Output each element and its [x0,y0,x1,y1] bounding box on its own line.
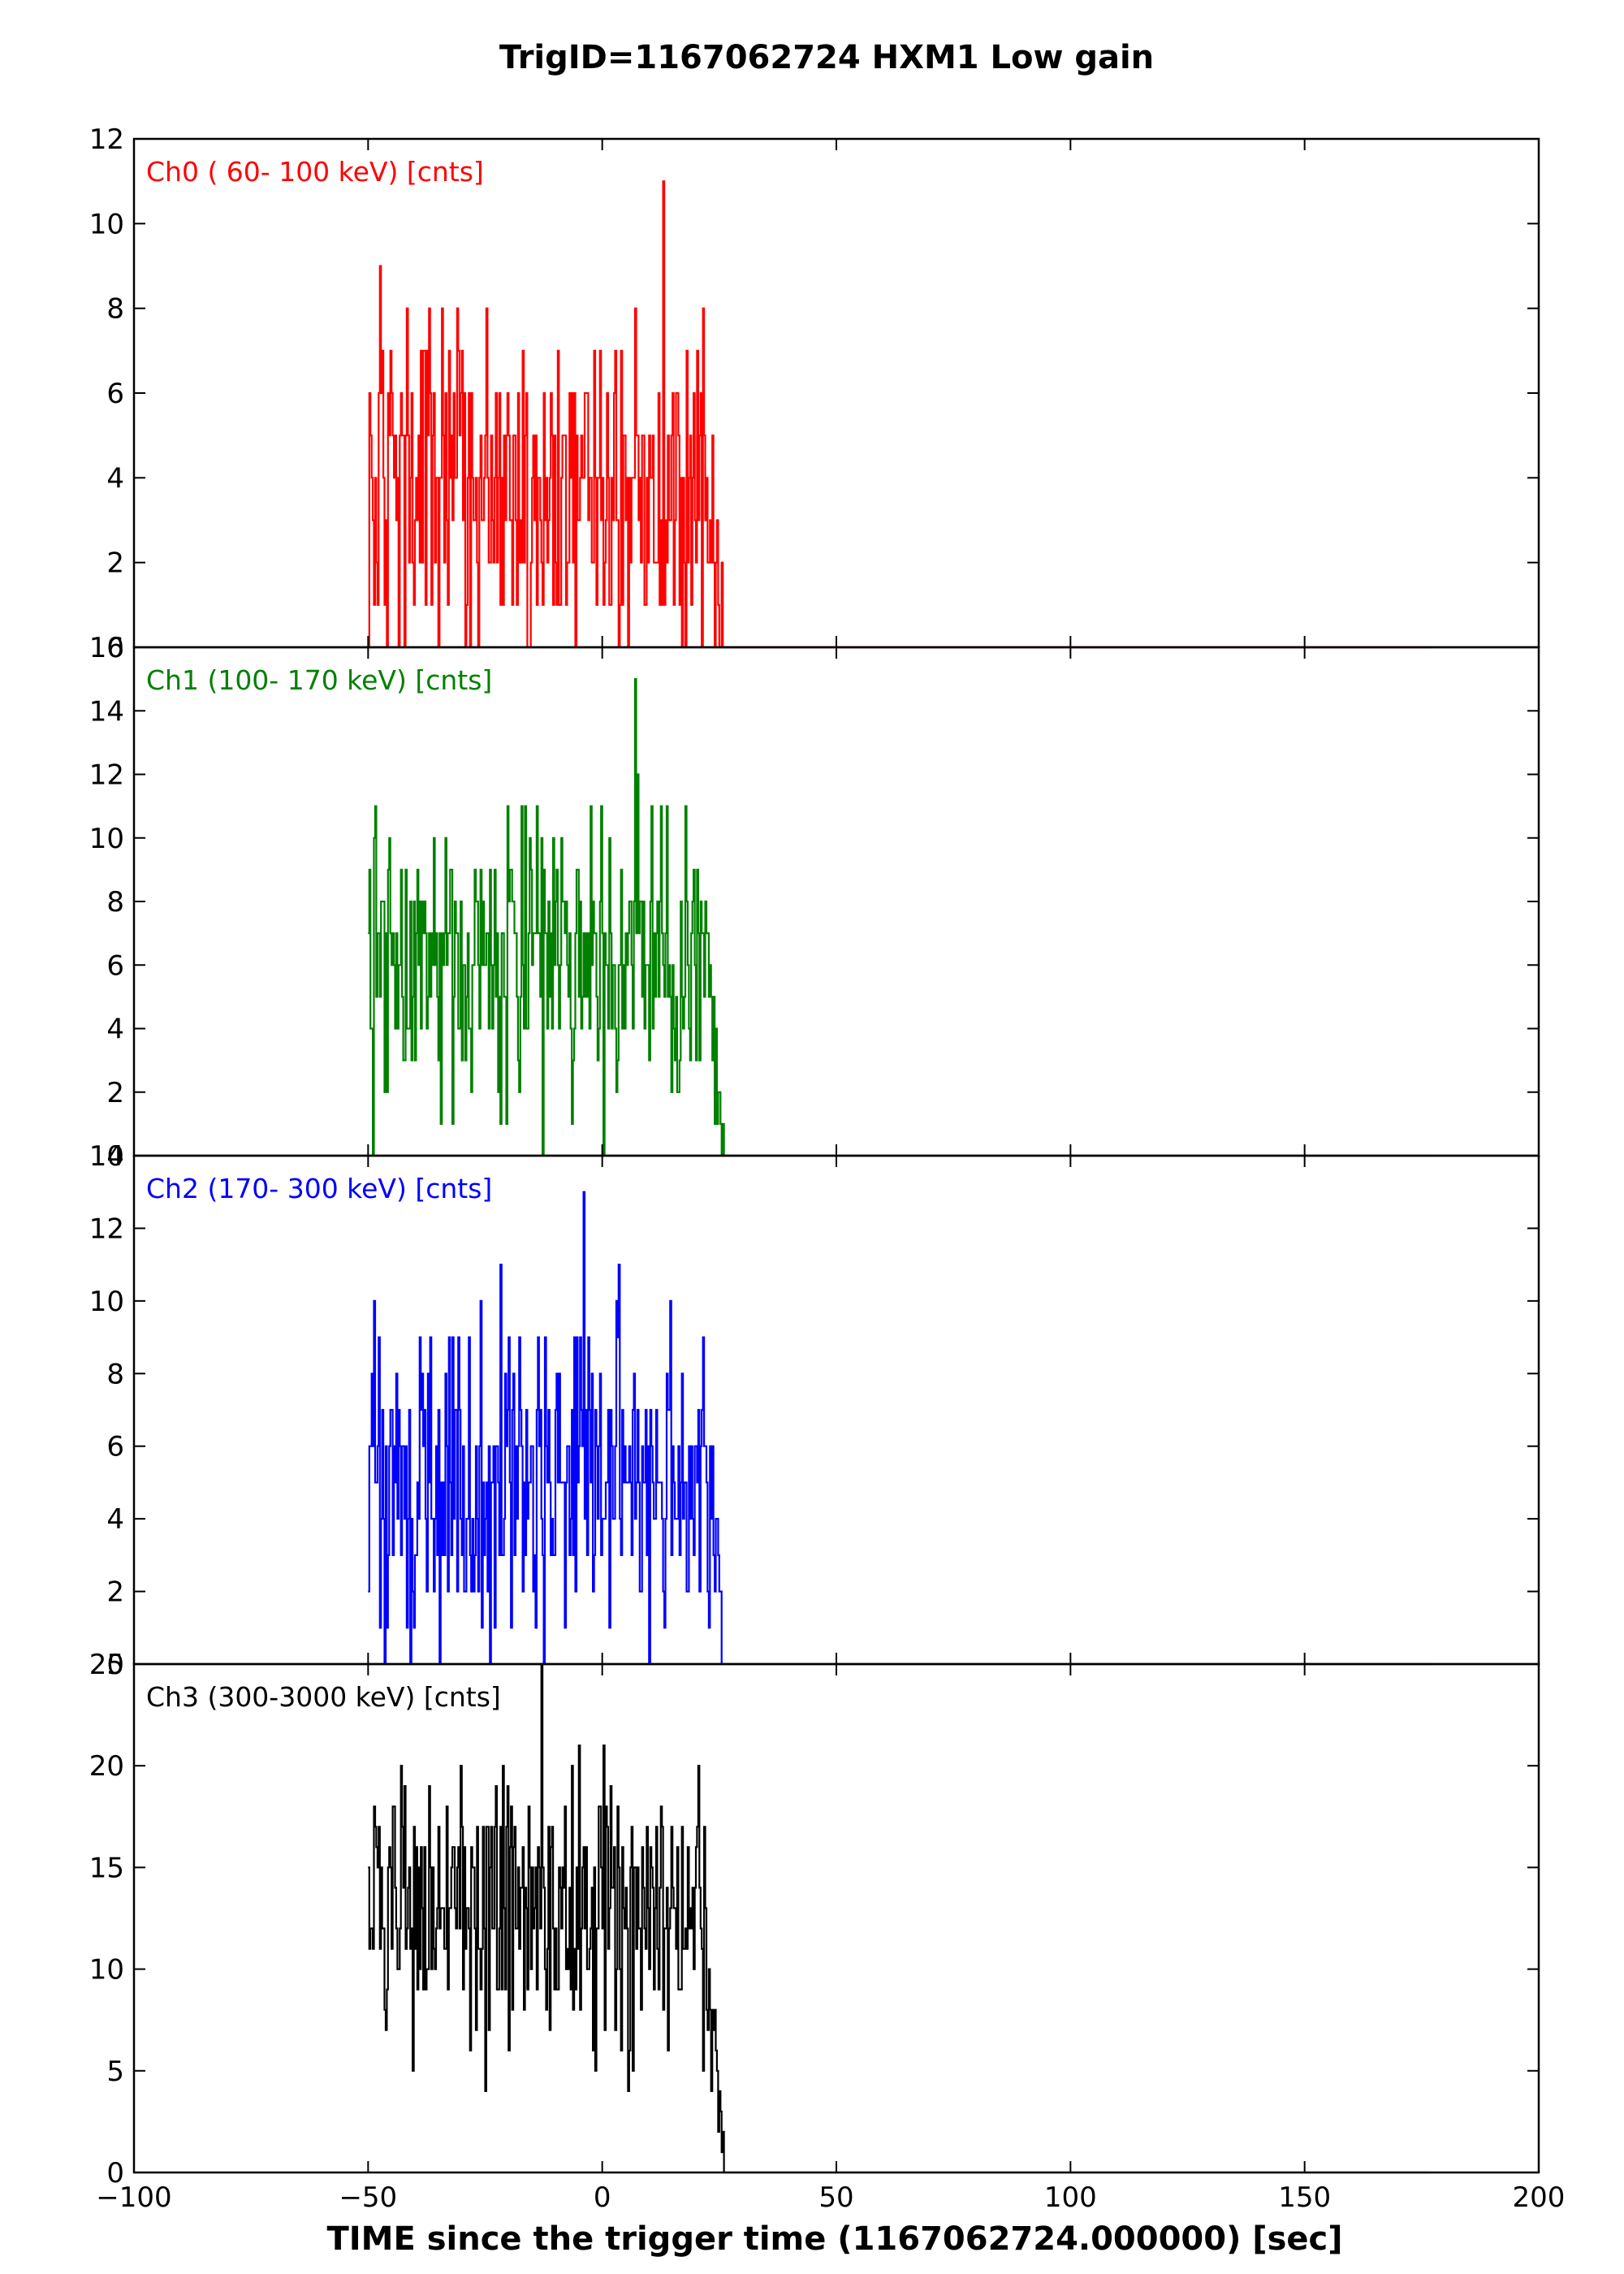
light-curve-ch3 [368,1662,1432,2174]
y-tick-label: 25 [89,1649,124,1681]
y-tick-label: 15 [89,1852,124,1884]
y-tick-label: 14 [89,695,124,728]
y-tick-label: 10 [89,208,124,240]
axes-frame-ch3 [132,1662,1540,2174]
y-tick-label: 20 [89,1750,124,1783]
x-tick-label: −50 [339,2181,397,2214]
x-tick-label: 0 [594,2181,611,2214]
x-tick-label: 100 [1044,2181,1097,2214]
y-tick-label: 2 [106,547,124,580]
y-tick-label: 0 [106,1140,124,1173]
y-tick-label: 2 [106,1077,124,1109]
panel-ch2: 0 2 4 6 8 10 12 14 Ch2 (170- 300 keV) [cnts] [89,1140,1540,1681]
y-tick-label: 10 [89,1286,124,1318]
y-tick-label: 4 [106,1014,124,1046]
x-tick-label: 200 [1513,2181,1566,2214]
y-tick-label: 6 [106,378,124,410]
x-tick-label: 150 [1278,2181,1331,2214]
channel-label-ch3: Ch3 (300-3000 keV) [cnts] [146,1681,501,1713]
channel-label-ch2: Ch2 (170- 300 keV) [cnts] [146,1173,492,1204]
y-tick-label: 12 [89,1213,124,1245]
axes-frame-ch0 [132,137,1540,649]
x-axis-label: TIME since the trigger time (1167062724.… [326,2220,1342,2258]
y-tick-label: 12 [89,123,124,156]
channel-label-ch0: Ch0 ( 60- 100 keV) [cnts] [146,156,484,188]
y-tick-label: 16 [89,632,124,664]
y-tick-label: 8 [106,886,124,919]
y-tick-label: 0 [106,632,124,664]
y-tick-label: 4 [106,462,124,495]
x-tick-label: −100 [96,2181,171,2214]
light-curve-ch0 [368,180,1432,649]
y-tick-label: 4 [106,1503,124,1536]
y-tick-label: 10 [89,1954,124,1987]
x-tick-label: 50 [818,2181,853,2214]
channel-label-ch1: Ch1 (100- 170 keV) [cnts] [146,664,492,696]
panel-ch1: 0 2 4 6 8 10 12 14 16 Ch1 (100- 170 keV) [cnts] [89,632,1540,1173]
figure-title: TrigID=1167062724 HXM1 Low gain [499,39,1154,76]
y-tick-label: 0 [106,1649,124,1681]
y-tick-label: 8 [106,293,124,326]
axes-frame-ch2 [132,1154,1540,1666]
y-tick-label: 5 [106,2056,124,2088]
y-tick-label: 8 [106,1358,124,1390]
y-tick-label: 14 [89,1140,124,1173]
y-tick-label: 10 [89,823,124,855]
axes-frame-ch1 [132,646,1540,1157]
light-curve-ch2 [368,1191,1432,1666]
y-tick-label: 6 [106,949,124,982]
y-tick-label: 2 [106,1576,124,1609]
y-tick-label: 6 [106,1431,124,1463]
y-tick-label: 12 [89,759,124,792]
panel-ch3: 0 5 10 15 20 25 −100 −50 0 50 100 150 200 Ch3 (300-30… [89,1649,1566,2214]
panels: 0 2 4 6 8 10 12 Ch0 ( 60- 100 keV) [cnts] 0 2 4 6 8 1… [89,123,1566,2214]
light-curve-ch1 [368,678,1432,1157]
y-tick-label: 0 [106,2157,124,2190]
panel-ch0: 0 2 4 6 8 10 12 Ch0 ( 60- 100 keV) [cnts] [89,123,1540,664]
